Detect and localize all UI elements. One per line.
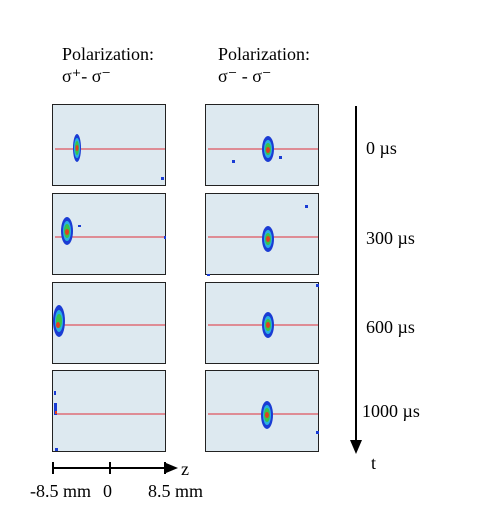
- noise-pixel: [54, 391, 56, 395]
- absorption-image: [55, 217, 166, 245]
- absorption-image: [54, 391, 165, 451]
- z-tick-label-center: 0: [103, 481, 112, 501]
- time-label-600: 600 µs: [366, 317, 415, 337]
- absorption-image: [208, 401, 319, 434]
- noise-pixel: [316, 431, 319, 434]
- noise-pixel: [207, 274, 210, 276]
- noise-pixel: [55, 448, 58, 451]
- noise-pixel: [232, 160, 235, 163]
- noise-pixel: [305, 205, 308, 208]
- z-arrowhead: [166, 463, 178, 473]
- column-2-title: Polarization:: [218, 44, 310, 64]
- panel-col2-1000us: [205, 370, 319, 452]
- column-1-polarization: σ⁺- σ⁻: [62, 66, 111, 86]
- panel-col1-600us: [52, 282, 166, 364]
- absorption-image: [53, 305, 165, 337]
- noise-pixel: [78, 225, 81, 227]
- column-1-title: Polarization:: [62, 44, 154, 64]
- time-label-1000: 1000 µs: [362, 401, 420, 421]
- absorption-image: [55, 134, 165, 180]
- absorption-image: [208, 284, 319, 338]
- z-tick-label-right: 8.5 mm: [148, 481, 204, 501]
- z-axis-label: z: [181, 459, 189, 479]
- absorption-image: [207, 205, 318, 276]
- noise-pixel: [161, 177, 164, 180]
- noise-pixel: [164, 236, 166, 239]
- panel-col1-300us: [52, 193, 166, 275]
- time-label-0: 0 µs: [366, 138, 397, 158]
- panel-col1-1000us: [52, 370, 166, 452]
- noise-pixel: [279, 156, 282, 159]
- time-arrowhead: [350, 440, 362, 454]
- panel-col1-0us: [52, 104, 166, 186]
- atom-cloud: [54, 403, 57, 415]
- panel-col2-0us: [205, 104, 319, 186]
- time-axis-label: t: [371, 453, 377, 473]
- time-label-300: 300 µs: [366, 228, 415, 248]
- z-tick-label-left: -8.5 mm: [30, 481, 91, 501]
- absorption-image: [208, 136, 318, 163]
- panel-col2-300us: [205, 193, 319, 276]
- panel-col2-600us: [205, 282, 319, 364]
- column-2-polarization: σ⁻ - σ⁻: [218, 66, 272, 86]
- noise-pixel: [316, 284, 319, 287]
